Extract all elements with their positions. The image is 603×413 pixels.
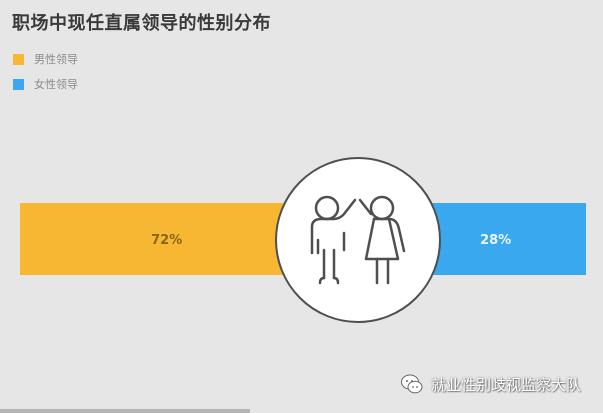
chart-title: 职场中现任直属领导的性别分布 bbox=[12, 13, 271, 34]
bar-female bbox=[427, 203, 586, 275]
legend-label-female: 女性领导 bbox=[34, 78, 78, 91]
data-label-group: 72% 28% bbox=[151, 233, 511, 248]
wechat-watermark: 就业性别歧视监察大队 bbox=[400, 373, 581, 395]
legend-label-male: 男性领导 bbox=[34, 53, 78, 66]
legend-swatch-female bbox=[13, 78, 24, 90]
chart-legend: 男性领导 女性领导 bbox=[13, 51, 78, 101]
wechat-icon bbox=[401, 374, 423, 394]
legend-item-female: 女性领导 bbox=[13, 76, 78, 92]
data-label-female: 28% bbox=[480, 233, 511, 248]
center-circle bbox=[275, 157, 441, 323]
man-woman-icon bbox=[275, 157, 441, 323]
man-figure-icon bbox=[310, 195, 357, 285]
data-label-male: 72% bbox=[151, 233, 182, 248]
watermark-text: 就业性别歧视监察大队 bbox=[431, 375, 582, 394]
legend-item-male: 男性领导 bbox=[13, 51, 78, 67]
bottom-faint-strip bbox=[0, 409, 250, 413]
woman-figure-icon bbox=[358, 195, 406, 285]
legend-swatch-male bbox=[13, 53, 24, 65]
